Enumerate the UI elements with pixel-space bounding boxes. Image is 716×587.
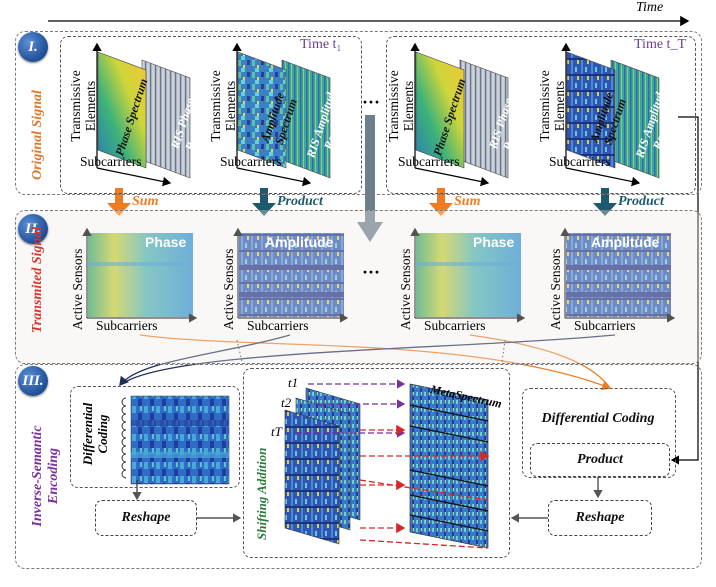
product-arrow-2 [593, 188, 617, 216]
s2p4-title: Amplitude [591, 234, 660, 250]
s1p4-y-label: Transmissive Elements [537, 70, 567, 142]
red-shift-arrow-6 [359, 539, 489, 549]
time-label: Time [636, 0, 664, 15]
red-shift-arrow-5 [359, 479, 489, 501]
stage3-label: Inverse-Semantic Encoding [30, 425, 61, 527]
s2p2-title: Amplitude [265, 234, 334, 250]
diff-coding-heatmap [130, 395, 230, 485]
stage1-panel-1 [92, 42, 191, 187]
shifting-addition-box [243, 368, 510, 558]
stage1-panel-4 [561, 42, 660, 187]
diff-coding-left-label: Differential Coding [80, 402, 110, 466]
stage2-panel-3 [410, 227, 526, 323]
t2-label: t2 [281, 395, 292, 410]
sum-arrow-1 [107, 188, 131, 216]
s1p2-x-label: Subcarriers [220, 154, 282, 169]
s1p2-y-label: Transmissive Elements [208, 70, 238, 142]
s1p3-y-label: Transmissive Elements [386, 70, 416, 142]
product-box: Product [530, 443, 670, 477]
amp-to-diff-arrow-2 [121, 334, 616, 385]
diff-coding-left-box [70, 386, 240, 488]
op-sum-1: Sum [132, 194, 159, 209]
reshape-right-box: Reshape [548, 500, 652, 536]
stage2-panel-2 [233, 227, 349, 323]
stage3-box [15, 364, 702, 569]
phase-to-diff-arrow-2 [469, 334, 611, 389]
stage1-group-left [60, 36, 362, 194]
shifting-addition-label: Shifting Addition [254, 447, 269, 540]
s1p3-x-label: Subcarriers [398, 154, 460, 169]
shifting-stack [284, 387, 361, 545]
stage1-ellipsis: ··· [362, 92, 381, 112]
stage1-panel-3 [410, 42, 509, 187]
stage1-time-right: Time t_T [634, 37, 686, 52]
t1-label: t1 [288, 375, 299, 390]
s2p3-y-label: Active Sensors [398, 248, 413, 330]
s1p1-y-label: Transmissive Elements [68, 70, 98, 142]
stage2-box [15, 210, 702, 364]
product-arrow-1 [252, 188, 276, 216]
s1p1-x-label: Subcarriers [80, 154, 142, 169]
s2p1-x-label: Subcarriers [96, 318, 158, 333]
op-product-2: Product [618, 194, 664, 209]
s2p1-y-label: Active Sensors [70, 248, 85, 330]
s2p4-x-label: Subcarriers [574, 318, 636, 333]
stage2-ellipsis: ··· [362, 262, 381, 282]
time-flow-arrow [357, 115, 383, 242]
stage1-badge: I. [18, 32, 48, 62]
s2p4-y-label: Active Sensors [548, 248, 563, 330]
amp-to-diff-arrow [119, 334, 291, 387]
stage1-panel-2 [232, 42, 331, 187]
amp-response-to-product-line [670, 116, 699, 465]
stage1-time-left: Time t₁ [300, 37, 342, 52]
s2p3-x-label: Subcarriers [424, 318, 486, 333]
stage1-box [15, 31, 702, 195]
diff-coding-right-group [522, 388, 676, 478]
op-product-1: Product [277, 194, 323, 209]
stage2-panel-1 [82, 227, 198, 323]
op-sum-2: Sum [454, 194, 481, 209]
stage2-label: Transmited Signal [30, 226, 45, 334]
s1p4-x-label: Subcarriers [549, 154, 611, 169]
s2p3-title: Phase [473, 234, 515, 250]
stage3-badge: III. [18, 366, 48, 396]
stage1-label: Original Signal [30, 90, 45, 180]
s2p2-y-label: Active Sensors [221, 248, 236, 330]
coil-symbol [121, 397, 127, 479]
sum-arrow-2 [429, 188, 453, 216]
reshape-left-box: Reshape [95, 500, 197, 536]
diff-coding-right-box: Differential Coding [526, 403, 670, 435]
stage2-badge: II. [18, 214, 48, 244]
s2p2-x-label: Subcarriers [247, 318, 309, 333]
phase-to-diff-arrow [139, 334, 612, 391]
tT-label: tT [271, 424, 282, 439]
stage2-panel-4 [560, 227, 676, 323]
s2p1-title: Phase [145, 234, 187, 250]
stage1-group-right [386, 36, 696, 194]
